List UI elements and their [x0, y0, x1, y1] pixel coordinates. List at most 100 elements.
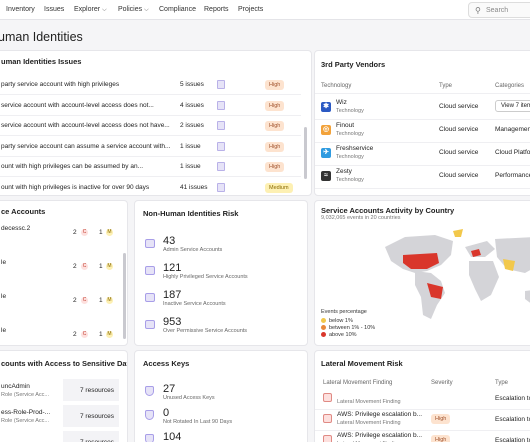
document-icon[interactable] [217, 162, 225, 171]
issue-title: ount with high privileges is inactive fo… [1, 183, 150, 191]
legend-label: above 10% [329, 332, 357, 338]
vendor-name[interactable]: Finout [336, 122, 355, 129]
document-icon[interactable] [217, 121, 225, 130]
resource-count[interactable]: 7 resources [80, 413, 114, 420]
account-name[interactable]: ess-Role-Prod-... [1, 409, 51, 416]
list-item[interactable]: le 2 C 1 M [0, 325, 119, 345]
table-row[interactable]: ✱ Wiz Technology Cloud service View 7 items [315, 97, 530, 120]
vendor-sub: Technology [336, 154, 364, 160]
south-america-shape [415, 271, 445, 319]
document-icon[interactable] [217, 182, 225, 192]
search-input[interactable]: ⚲ Search [468, 2, 530, 18]
list-item[interactable]: party service account with high privileg… [0, 75, 301, 95]
nav-reports[interactable]: Reports [204, 6, 229, 13]
divider [315, 188, 530, 189]
vendor-sub: Technology [336, 108, 364, 114]
stat-value[interactable]: 0 [163, 407, 170, 419]
document-icon[interactable] [217, 141, 225, 151]
list-item[interactable]: decessc.2 2 C 1 M [0, 223, 119, 253]
vendor-name[interactable]: Freshservice [336, 145, 374, 152]
column-header-technology: Technology [321, 83, 352, 89]
stat-value[interactable]: 953 [163, 316, 182, 328]
greenland-shape[interactable] [453, 229, 463, 237]
vendor-category: Management [495, 126, 530, 133]
table-row[interactable]: AWS: Privilege escalation b...Lateral Mo… [315, 431, 530, 442]
activity-map-card: Service Accounts Activity by Country 9,0… [314, 200, 530, 346]
nav-projects[interactable]: Projects [238, 6, 264, 13]
issue-count: 1 issue [180, 142, 201, 150]
table-row[interactable]: ≈ Zesty Technology Cloud service Performance [315, 166, 530, 189]
stat-value[interactable]: 27 [163, 383, 176, 395]
account-name: le [1, 293, 7, 300]
divider [315, 119, 530, 120]
document-icon[interactable] [217, 100, 225, 110]
vendor-category: Performance [495, 172, 530, 179]
europe-highlight-shape[interactable] [471, 249, 481, 257]
stat-label: Highly Privileged Service Accounts [163, 274, 248, 280]
vendor-type: Cloud service [439, 172, 479, 179]
list-item[interactable]: ount with high privileges can be assumed… [0, 157, 301, 177]
nav-explorer[interactable]: Explorer ⌵ [74, 6, 107, 14]
resource-count[interactable]: 7 resources [80, 387, 114, 394]
severity-badge: High [431, 435, 451, 442]
resource-count[interactable]: 7 resources [80, 439, 114, 442]
list-item[interactable]: le 2 C 1 M [0, 291, 119, 321]
divider [0, 176, 301, 177]
world-map [385, 229, 530, 319]
scrollbar[interactable] [304, 127, 307, 179]
lateral-movement-icon [323, 435, 332, 442]
severity-badge: High [265, 121, 285, 131]
shield-icon [145, 410, 154, 420]
stat-value[interactable]: 187 [163, 289, 182, 301]
list-item[interactable]: ount with high privileges is inactive fo… [0, 178, 301, 196]
scrollbar[interactable] [123, 253, 126, 339]
resource-cell [63, 379, 119, 401]
card-title: Access Keys [143, 359, 190, 368]
finding-name[interactable]: AWS: Privilege escalation b... [337, 411, 423, 418]
view-items-button[interactable]: View 7 items [495, 100, 530, 112]
brazil-shape[interactable] [427, 283, 443, 299]
issue-title: party service account can assume a servi… [1, 142, 171, 150]
table-row[interactable]: AWS: Privilege escalation b...Lateral Mo… [315, 410, 530, 431]
database-icon [145, 293, 155, 302]
severity-badge: Medium [265, 182, 293, 193]
issue-title: service account with account-level acces… [1, 122, 170, 129]
database-icon [145, 320, 155, 329]
stat-value[interactable]: 43 [163, 235, 176, 247]
critical-badge: C [81, 297, 88, 304]
finding-name[interactable]: AWS: Privilege escalation b... [337, 432, 423, 439]
nav-issues[interactable]: Issues [44, 6, 65, 13]
stat-value[interactable]: 121 [163, 262, 182, 274]
nav-policies[interactable]: Policies ⌵ [118, 6, 149, 14]
issue-count: 5 issues [180, 81, 204, 88]
list-item[interactable]: le 2 C 1 M [0, 257, 119, 287]
issue-title: party service account with high privileg… [1, 81, 120, 88]
vendor-name[interactable]: Wiz [336, 99, 347, 106]
account-name[interactable]: uncAdmin [1, 383, 30, 390]
nav-compliance[interactable]: Compliance [159, 6, 196, 13]
list-item[interactable]: service account with account-level acces… [0, 96, 301, 116]
map-subtitle: 9,032,065 events in 20 countries [321, 215, 401, 221]
legend-swatch [321, 325, 326, 331]
nav-inventory[interactable]: Inventory [6, 6, 35, 13]
legend-title: Events percentage [321, 309, 367, 315]
document-icon[interactable] [217, 80, 225, 89]
severity-badge: High [265, 162, 285, 172]
asia-highlight-shape[interactable] [503, 259, 515, 271]
card-title: counts with Access to Sensitive Data [1, 359, 128, 368]
wiz-icon: ✱ [321, 102, 331, 112]
legend-item: above 10% [321, 332, 357, 338]
table-row[interactable]: ◎ Finout Technology Cloud service Management [315, 120, 530, 143]
list-item[interactable]: party service account can assume a servi… [0, 137, 301, 157]
table-row[interactable]: Lateral Movement Finding Escalation to [315, 389, 530, 410]
table-row[interactable]: ✈ Freshservice Technology Cloud service Clou… [315, 143, 530, 166]
nav-policies-label: Policies [118, 6, 143, 13]
account-sub: Role (Service Acc... [1, 418, 49, 424]
stat-value[interactable]: 104 [163, 431, 182, 442]
usa-shape[interactable] [403, 253, 439, 269]
list-item[interactable]: service account with account-level acces… [0, 116, 301, 136]
column-header-severity: Severity [431, 380, 453, 386]
critical-count: 2 [73, 263, 77, 270]
vendor-name[interactable]: Zesty [336, 168, 352, 175]
